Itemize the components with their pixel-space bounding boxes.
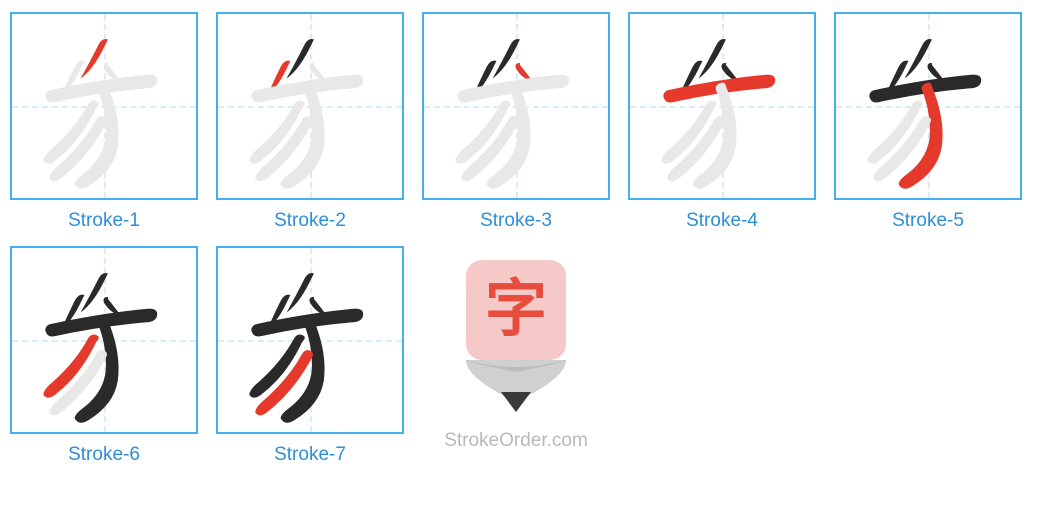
stroke-caption: Stroke-1: [68, 210, 140, 232]
logo-icon: 字: [451, 252, 581, 422]
character-glyph: [12, 248, 196, 432]
stroke-cell: Stroke-7: [216, 246, 404, 466]
watermark-text: StrokeOrder.com: [444, 430, 588, 452]
stroke-box: [834, 12, 1022, 200]
stroke-path: [699, 39, 726, 79]
stroke-cell: Stroke-3: [422, 12, 610, 232]
stroke-caption: Stroke-6: [68, 444, 140, 466]
stroke-caption: Stroke-2: [274, 210, 346, 232]
character-glyph: [630, 14, 814, 198]
logo-char: 字: [485, 275, 547, 344]
stroke-box: [10, 12, 198, 200]
stroke-path: [493, 39, 520, 79]
watermark-cell: 字 StrokeOrder.com: [422, 246, 610, 466]
stroke-cell: Stroke-6: [10, 246, 198, 466]
stroke-grid: Stroke-1 Stroke-2 Stroke-3 Stroke-4 Stroke-5…: [10, 12, 1040, 466]
character-glyph: [12, 14, 196, 198]
stroke-caption: Stroke-5: [892, 210, 964, 232]
stroke-path: [81, 273, 108, 313]
character-glyph: [836, 14, 1020, 198]
character-glyph: [218, 248, 402, 432]
character-glyph: [218, 14, 402, 198]
stroke-cell: Stroke-5: [834, 12, 1022, 232]
stroke-box: [216, 12, 404, 200]
stroke-cell: Stroke-4: [628, 12, 816, 232]
stroke-caption: Stroke-7: [274, 444, 346, 466]
stroke-path: [287, 39, 314, 79]
character-glyph: [424, 14, 608, 198]
stroke-path: [81, 39, 108, 79]
stroke-path: [287, 273, 314, 313]
stroke-box: [10, 246, 198, 434]
stroke-box: [422, 12, 610, 200]
stroke-caption: Stroke-3: [480, 210, 552, 232]
stroke-cell: Stroke-1: [10, 12, 198, 232]
stroke-box: [628, 12, 816, 200]
stroke-path: [905, 39, 932, 79]
stroke-caption: Stroke-4: [686, 210, 758, 232]
stroke-box: [216, 246, 404, 434]
stroke-cell: Stroke-2: [216, 12, 404, 232]
